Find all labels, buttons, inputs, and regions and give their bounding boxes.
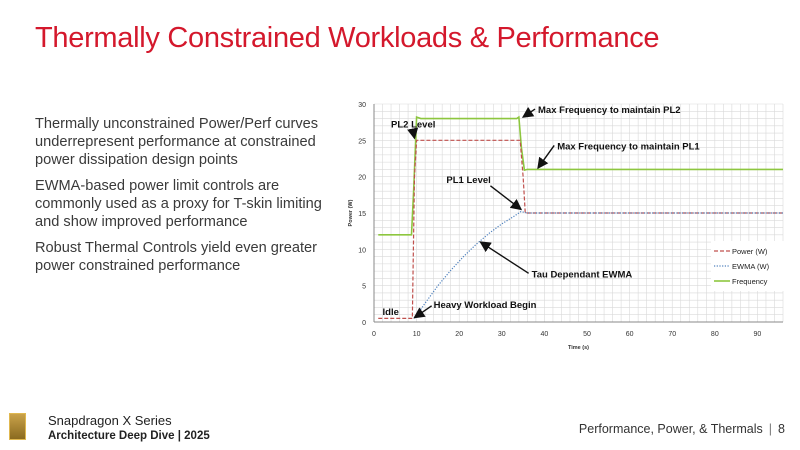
chart-annotation: Max Frequency to maintain PL2 bbox=[538, 105, 681, 116]
bullet-2: EWMA-based power limit controls are comm… bbox=[35, 178, 322, 230]
chart-annotation: Idle bbox=[383, 307, 399, 318]
x-axis-label: Time (s) bbox=[568, 345, 589, 351]
chart-annotation: Max Frequency to maintain PL1 bbox=[557, 141, 700, 152]
x-tick-label: 90 bbox=[754, 331, 762, 338]
slide-title: Thermally Constrained Workloads & Perfor… bbox=[35, 22, 660, 54]
annotation-arrow bbox=[413, 305, 433, 319]
bullet-list: Thermally unconstrained Power/Perf curve… bbox=[35, 115, 325, 283]
section-name: Performance, Power, & Thermals bbox=[578, 422, 763, 436]
series-line-frequency bbox=[378, 115, 783, 236]
x-tick-label: 30 bbox=[498, 331, 506, 338]
chart-annotation: PL2 Level bbox=[391, 120, 435, 131]
y-tick-label: 0 bbox=[362, 320, 366, 327]
legend-label: EWMA (W) bbox=[732, 262, 770, 271]
y-tick-label: 30 bbox=[358, 102, 366, 109]
snapdragon-logo-icon bbox=[9, 413, 26, 440]
legend-label: Power (W) bbox=[732, 247, 768, 256]
x-tick-label: 70 bbox=[668, 331, 676, 338]
annotation-arrow bbox=[407, 127, 419, 140]
power-chart: 0 10 20 30 40 50 60 70 80 90 0 5 10 15 20 25 30 Time (s) P… bbox=[348, 102, 788, 351]
y-tick-label: 10 bbox=[358, 247, 366, 254]
x-tick-label: 80 bbox=[711, 331, 719, 338]
chart-annotation: Heavy Workload Begin bbox=[434, 300, 537, 311]
y-tick-label: 5 bbox=[362, 284, 366, 291]
legend-box bbox=[711, 241, 788, 291]
series-line-power-w- bbox=[378, 139, 783, 319]
brand-subtitle: Architecture Deep Dive | 2025 bbox=[48, 430, 210, 442]
x-tick-label: 40 bbox=[541, 331, 549, 338]
y-tick-label: 20 bbox=[358, 175, 366, 182]
annotation-arrow bbox=[479, 241, 530, 274]
x-tick-label: 60 bbox=[626, 331, 634, 338]
chart-annotation: PL1 Level bbox=[446, 175, 490, 186]
chart-annotation: Tau Dependant EWMA bbox=[532, 269, 633, 280]
x-tick-label: 50 bbox=[583, 331, 591, 338]
brand-name: Snapdragon X Series bbox=[48, 413, 172, 428]
separator: | bbox=[768, 422, 773, 436]
x-tick-label: 20 bbox=[455, 331, 463, 338]
footer: Performance, Power, & Thermals | 8 bbox=[579, 422, 785, 436]
y-tick-label: 25 bbox=[358, 138, 366, 145]
bullet-1: Thermally unconstrained Power/Perf curve… bbox=[35, 116, 319, 168]
legend-label: Frequency bbox=[732, 277, 768, 286]
bullet-3: Robust Thermal Controls yield even great… bbox=[35, 240, 318, 274]
page-number: 8 bbox=[778, 422, 785, 436]
annotation-arrow bbox=[521, 106, 536, 118]
x-tick-label: 10 bbox=[413, 331, 421, 338]
y-tick-label: 15 bbox=[358, 211, 366, 218]
y-axis-label: Power (W) bbox=[348, 199, 354, 226]
annotation-arrow bbox=[490, 185, 523, 211]
annotation-arrow bbox=[537, 145, 555, 170]
x-tick-label: 0 bbox=[372, 331, 376, 338]
